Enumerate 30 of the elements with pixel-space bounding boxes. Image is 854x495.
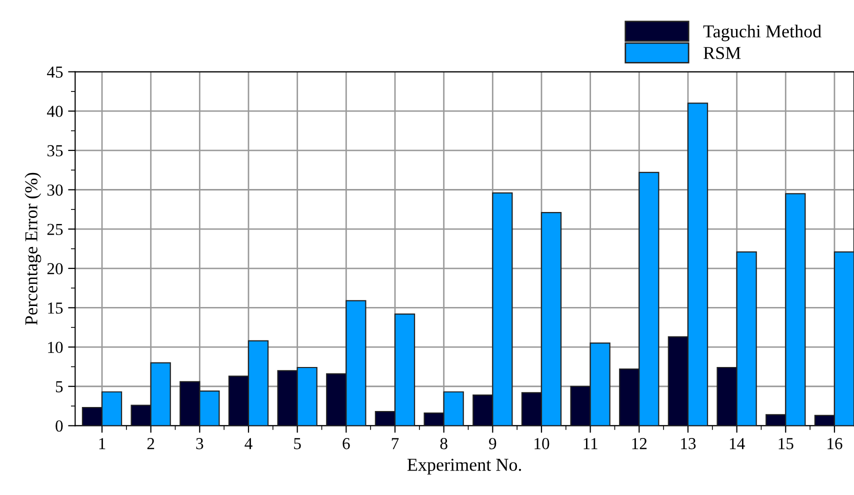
x-tick-label: 8 xyxy=(440,438,448,450)
x-tick-label: 15 xyxy=(778,438,794,450)
y-tick-label: 30 xyxy=(47,184,63,196)
y-tick-label: 10 xyxy=(48,342,63,353)
x-tick-label: 5 xyxy=(294,438,301,450)
x-tick-label: 11 xyxy=(584,438,598,450)
y-tick-label: 45 xyxy=(47,66,63,78)
x-tick-label: 12 xyxy=(632,438,647,450)
y-tick-label: 35 xyxy=(47,145,63,156)
x-tick-label: 13 xyxy=(681,438,696,450)
x-tick-label: 3 xyxy=(196,438,204,450)
x-tick-label: 1 xyxy=(99,438,106,450)
x-tick-label: 6 xyxy=(342,438,350,450)
x-tick-label: 10 xyxy=(534,438,550,450)
x-tick-label: 4 xyxy=(244,438,252,450)
y-tick-label: 0 xyxy=(56,420,63,432)
x-tick-label: 7 xyxy=(392,438,399,450)
x-tick-label: 9 xyxy=(489,438,496,450)
legend-label: RSM xyxy=(704,46,741,60)
y-tick-label: 5 xyxy=(56,381,63,392)
y-tick-label: 40 xyxy=(47,106,63,118)
y-tick-label: 25 xyxy=(47,224,63,236)
y-axis-title: Percentage Error (%) xyxy=(24,172,42,325)
x-tick-label: 16 xyxy=(828,438,842,450)
x-tick-label: 14 xyxy=(730,438,745,450)
x-tick-label: 2 xyxy=(147,438,154,450)
y-tick-label: 15 xyxy=(48,302,63,314)
y-tick-label: 20 xyxy=(47,263,63,274)
x-axis-title: Experiment No. xyxy=(407,458,522,475)
legend-label: Taguchi Method xyxy=(703,24,822,42)
